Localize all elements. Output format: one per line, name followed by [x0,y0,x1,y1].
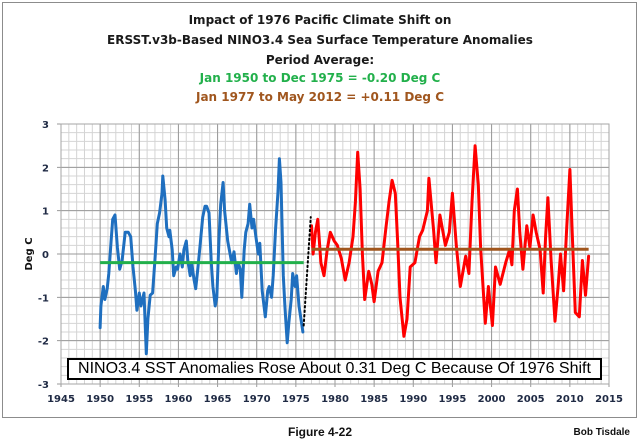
x-tick-label: 1950 [86,394,114,405]
chart-title-line-3: Period Average: [265,53,375,67]
y-tick-label: -2 [38,337,49,348]
plot-area-border [60,123,610,385]
y-tick-labels: -3 -2 -1 0 1 2 3 [38,120,49,391]
x-tick-label: 1995 [439,394,467,405]
x-tick-labels: 1945 1950 1955 1960 1965 1970 1975 1980 1985 1990… [47,394,623,405]
y-tick-label: -1 [38,293,49,304]
subtitle-late-average: Jan 1977 to May 2012 = +0.11 Deg C [195,90,444,104]
y-tick-label: 2 [42,163,49,174]
series-line-1977-2012 [310,144,591,338]
x-tick-label: 2015 [595,394,623,405]
x-tick-label: 1945 [47,394,75,405]
x-tick-label: 1970 [243,394,271,405]
x-tick-label: 1965 [204,394,232,405]
x-tick-label: 2010 [556,394,584,405]
x-tick-label: 1980 [321,394,349,405]
y-axis-label: Deg C [24,237,35,270]
subtitle-early-average: Jan 1950 to Dec 1975 = -0.20 Deg C [199,71,441,85]
x-tick-label: 2005 [517,394,545,405]
chart-title-line-1: Impact of 1976 Pacific Climate Shift on [188,13,452,27]
x-tick-label: 1955 [125,394,153,405]
x-tick-label: 1975 [282,394,310,405]
major-gridlines [57,123,610,387]
x-tick-label: 1985 [360,394,388,405]
chart-title-line-2: ERSST.v3b-Based NINO3.4 Sea Surface Temp… [107,33,533,47]
series-layer [98,144,591,356]
y-tick-label: 3 [42,120,49,131]
x-tick-label: 1990 [399,394,427,405]
series-line-1950-1975 [98,157,305,356]
figure-label: Figure 4-22 [287,425,353,439]
annotation-box: NINO3.4 SST Anomalies Rose About 0.31 De… [67,358,602,380]
y-tick-label: 0 [42,250,49,261]
x-tick-label: 2000 [478,394,506,405]
x-tick-label: 1960 [165,394,193,405]
y-tick-label: -3 [38,380,49,391]
author-credit: Bob Tisdale [573,427,631,438]
y-tick-label: 1 [42,207,49,218]
shift-connector-dotted-line [302,216,312,327]
